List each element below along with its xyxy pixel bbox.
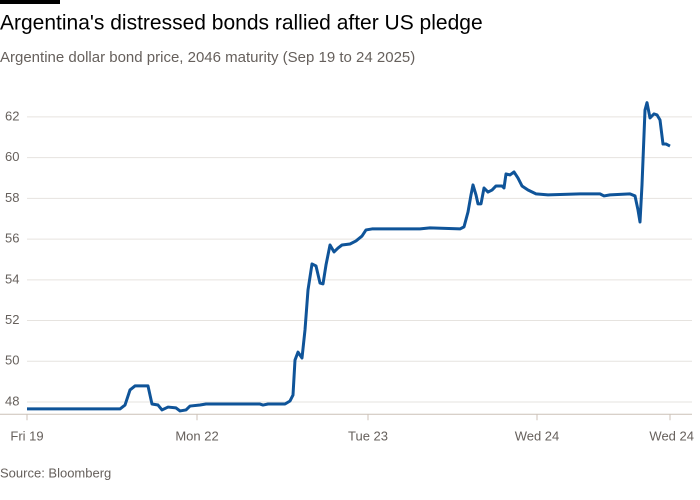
y-tick-label: 50 [5, 353, 19, 368]
y-tick-label: 52 [5, 312, 19, 327]
y-tick-label: 56 [5, 231, 19, 246]
x-tick-label: Tue 23 [348, 428, 388, 443]
x-tick-label: Mon 22 [175, 428, 218, 443]
y-tick-label: 58 [5, 190, 19, 205]
chart-title: Argentina's distressed bonds rallied aft… [0, 12, 483, 35]
y-tick-label: 62 [5, 108, 19, 123]
y-tick-label: 48 [5, 393, 19, 408]
source: Source: Bloomberg [0, 465, 111, 480]
y-tick-label: 60 [5, 149, 19, 164]
x-tick-label: Fri 19 [10, 428, 43, 443]
price-line [27, 101, 671, 413]
chart-subtitle: Argentine dollar bond price, 2046 maturi… [0, 49, 415, 66]
x-tick-label: Wed 24 [649, 428, 694, 443]
x-tick-label: Wed 24 [515, 428, 560, 443]
y-tick-label: 54 [5, 271, 19, 286]
brand-bar [0, 0, 60, 4]
